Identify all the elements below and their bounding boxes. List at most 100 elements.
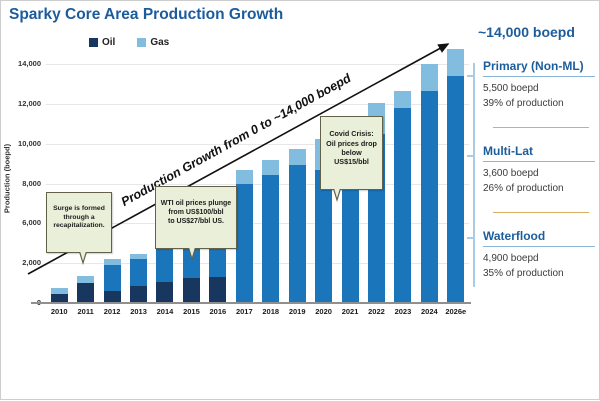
gridline [46, 64, 469, 65]
bar-segment-oil [235, 183, 253, 303]
x-tick-label: 2011 [77, 307, 94, 316]
x-tick-label: 2016 [209, 307, 227, 316]
section-waterflood: Waterflood 4,900 boepd 35% of production [483, 229, 595, 281]
bar-segment-gas [288, 149, 306, 165]
y-tick-label: 12,000 [18, 98, 41, 108]
callout-recapitalization: Surge is formed through a recapitalizati… [46, 192, 112, 265]
production-breakdown-panel: Primary (Non-ML) 5,500 boepd 39% of prod… [483, 59, 595, 281]
x-tick-label: 2014 [156, 307, 174, 316]
bar-2018 [262, 159, 280, 303]
callout-covid-text: Covid Crisis: Oil prices drop below US$1… [326, 129, 377, 167]
bar-segment-oil [130, 259, 148, 286]
bar-segment-oil [420, 91, 438, 303]
bar-segment-gas [262, 159, 280, 175]
oil-swatch-icon [89, 38, 98, 47]
bar-segment-oil-dark [50, 294, 68, 303]
callout-covid-crisis: Covid Crisis: Oil prices drop below US$1… [320, 116, 383, 202]
x-tick-label: 2018 [262, 307, 280, 316]
bar-2010 [50, 287, 68, 303]
legend: Oil Gas [89, 37, 169, 48]
bar-segment-oil-dark [103, 291, 121, 303]
bar-segment-oil [262, 174, 280, 303]
callout-tail-fill [80, 251, 86, 262]
x-axis-line [31, 302, 471, 304]
callout-wti-text: WTI oil prices plunge from US$100/bbl to… [160, 200, 232, 226]
y-tick-label: 6,000 [22, 218, 41, 228]
callout-tail-fill [334, 187, 340, 198]
y-tick-label: 8,000 [22, 178, 41, 188]
bar-2019 [288, 149, 306, 303]
bar-segment-gas [103, 258, 121, 266]
bar-segment-oil-dark [130, 285, 148, 303]
legend-item-oil: Oil [89, 37, 115, 48]
x-tick-label: 2020 [315, 307, 332, 316]
bar-2017 [235, 169, 253, 303]
callout-recapitalization-text: Surge is formed through a recapitalizati… [53, 204, 105, 230]
bar-segment-gas [420, 64, 438, 92]
bar-2014 [156, 241, 174, 303]
bar-segment-oil [394, 108, 412, 303]
bar-2023 [394, 91, 412, 303]
bar-segment-oil [103, 265, 121, 292]
bar-segment-oil [447, 75, 465, 303]
section-title: Waterflood [483, 229, 595, 247]
y-tick-label: 2,000 [22, 258, 41, 268]
bar-segment-oil [315, 169, 333, 303]
bracket-tick [467, 75, 474, 77]
bar-segment-oil-dark [209, 277, 227, 303]
bar-segment-gas [77, 275, 95, 284]
section-share: 39% of production [483, 98, 564, 109]
bar-segment-gas [50, 287, 68, 295]
bar-segment-gas [394, 91, 412, 109]
x-tick-label: 2019 [288, 307, 306, 316]
bar-2024 [420, 64, 438, 303]
section-divider [493, 127, 589, 128]
bar-segment-oil-dark [156, 281, 174, 303]
x-tick-label: 2012 [103, 307, 121, 316]
y-tick-label: 14,000 [18, 59, 41, 68]
bar-segment-oil [288, 164, 306, 303]
bar-2026e [447, 48, 465, 303]
arrow-end-label: ~14,000 boepd [478, 24, 575, 40]
legend-item-gas: Gas [137, 37, 169, 48]
bar-2012 [103, 258, 121, 303]
section-boepd: 5,500 boepd [483, 83, 539, 94]
y-tick-label: 10,000 [18, 138, 41, 148]
bar-segment-oil-dark [77, 283, 95, 303]
x-tick-label: 2015 [183, 307, 200, 316]
section-share: 35% of production [483, 268, 564, 279]
section-share: 26% of production [483, 183, 564, 194]
x-tick-label: 2022 [368, 307, 385, 316]
callout-wti-oil-prices: WTI oil prices plunge from US$100/bbl to… [155, 186, 237, 261]
bar-segment-oil [156, 248, 174, 282]
category-bracket-line [473, 63, 475, 287]
legend-gas-label: Gas [150, 37, 170, 48]
bar-2011 [77, 275, 95, 303]
section-divider [493, 212, 589, 213]
section-title: Primary (Non-ML) [483, 59, 595, 77]
x-tick-label: 2010 [50, 307, 68, 316]
x-tick-label: 2021 [341, 307, 359, 316]
bracket-tick [467, 237, 474, 239]
gas-swatch-icon [137, 38, 147, 47]
x-tick-label: 2013 [130, 307, 147, 316]
section-title: Multi-Lat [483, 144, 595, 162]
bar-2013 [130, 253, 148, 303]
section-multi-lat: Multi-Lat 3,600 boepd 26% of production [483, 144, 595, 196]
bar-segment-gas [235, 169, 253, 184]
bar-segment-gas [447, 48, 465, 76]
page-title: Sparky Core Area Production Growth [9, 6, 284, 23]
legend-oil-label: Oil [102, 37, 116, 48]
x-tick-label: 2026e [445, 307, 467, 316]
bracket-tick [467, 155, 474, 157]
x-tick-label: 2017 [235, 307, 253, 316]
x-tick-label: 2023 [394, 307, 412, 316]
callout-tail-fill [189, 246, 195, 257]
plot-area [46, 48, 469, 304]
section-primary-non-ml: Primary (Non-ML) 5,500 boepd 39% of prod… [483, 59, 595, 111]
x-tick-label: 2024 [421, 307, 438, 316]
bar-segment-oil-dark [182, 278, 200, 303]
section-boepd: 3,600 boepd [483, 168, 539, 179]
section-boepd: 4,900 boepd [483, 253, 539, 264]
